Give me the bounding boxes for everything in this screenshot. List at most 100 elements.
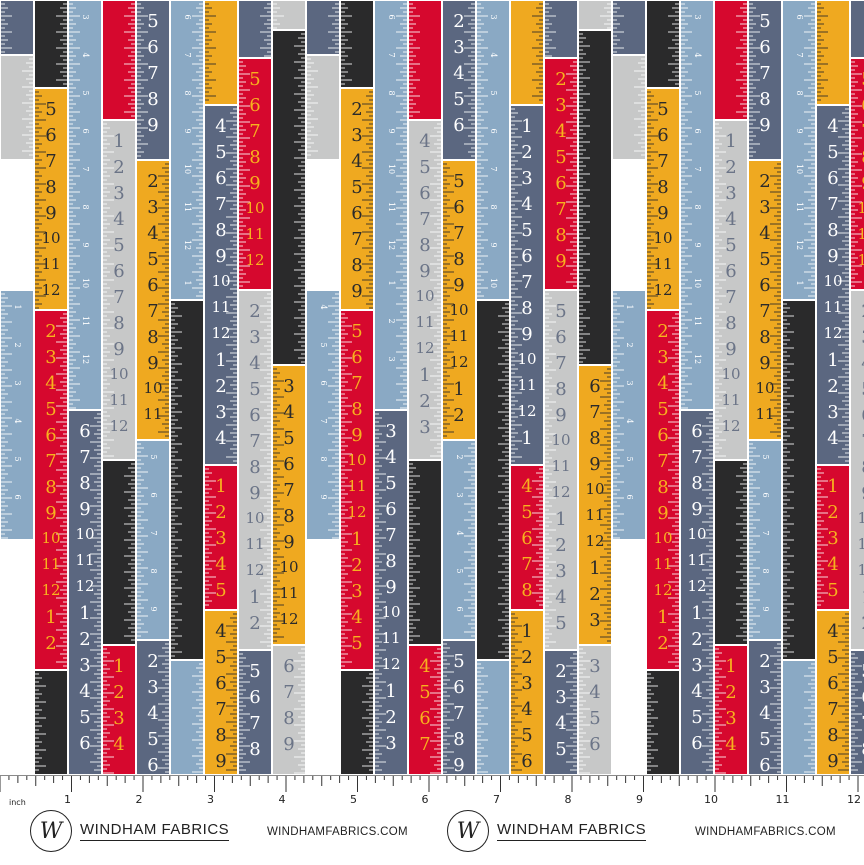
ruler-number: 4	[725, 734, 737, 755]
ruler-number: 7	[387, 52, 396, 58]
ruler-piece: 5 6 7 8 9 10 11 12 1 2 3 4 5	[341, 311, 373, 669]
ruler-number: 7	[249, 121, 261, 142]
ruler-number: 11	[75, 551, 95, 569]
ruler-piece: 4 5 6 7 8 9	[307, 291, 339, 539]
ruler-number: 8	[249, 457, 261, 478]
ruler-number: 1	[827, 350, 839, 371]
ruler-column: 4 5 6 7 8 9	[306, 0, 340, 775]
ruler-number: 4	[79, 681, 91, 702]
ruler-number: 6	[851, 689, 864, 707]
ruler-number: 5	[81, 90, 90, 96]
ruler-piece: 3 4 5 6 7 8 9 10 11 12 1 2 3	[375, 411, 407, 774]
ruler-piece: 1 2 3 4	[715, 646, 747, 774]
ruler-number: 8	[149, 568, 158, 574]
ruler-number: 2	[215, 502, 227, 523]
ruler-number: 2	[13, 342, 22, 348]
ruler-number: 1	[453, 379, 465, 400]
ruler-column: 3 4 5 6 7 8 9 10 11 12 6 7 8 9 10 11 12 1 2 3 4 5 6	[680, 0, 714, 775]
ruler-number: 8	[555, 379, 567, 400]
ruler-column: 5 6 7 8 9 10 11 12 2 3 4 5 6 7 8 9 10 11 12 1 2	[646, 0, 680, 775]
ruler-number: 4	[555, 121, 567, 142]
ruler-number: 8	[419, 235, 431, 256]
ruler-piece: 5 6 7 8 9	[137, 441, 169, 639]
ruler-number: 3	[249, 327, 261, 348]
ruler-number: 5	[147, 249, 159, 270]
ruler-ticks	[69, 3, 80, 409]
ruler-number: 2	[827, 502, 839, 523]
ruler-ticks	[205, 468, 216, 606]
ruler-unit-label: inch	[9, 798, 26, 807]
ruler-ticks	[851, 61, 862, 287]
website-text: WINDHAMFABRICS.COM	[695, 826, 836, 838]
ruler-piece: 6 7 8 9 10 11 12 1	[783, 1, 815, 299]
ruler-number: 7	[657, 451, 669, 472]
ruler-number: 6	[851, 97, 864, 115]
ruler-ticks	[260, 3, 271, 57]
ruler-ticks	[409, 463, 420, 641]
ruler-number: 3	[385, 421, 397, 442]
ruler-number: 2	[827, 376, 839, 397]
ruler-number: 5	[351, 177, 363, 198]
ruler-number: 8	[113, 313, 125, 334]
ruler-number: 12	[381, 655, 401, 673]
ruler-number: 7	[555, 199, 567, 220]
ruler-number: 4	[81, 52, 90, 58]
ruler-ticks	[647, 673, 658, 771]
ruler-number: 2	[691, 629, 703, 650]
ruler-ticks	[294, 33, 305, 363]
ruler-number: 4	[759, 703, 771, 724]
ruler-number: 8	[45, 177, 57, 198]
ruler-number: 5	[555, 613, 567, 634]
ruler-number: 4	[589, 682, 601, 703]
ruler-ticks	[498, 303, 509, 657]
ruler-number: 7	[759, 63, 771, 84]
ruler-ticks	[409, 3, 420, 117]
website-text: WINDHAMFABRICS.COM	[267, 826, 408, 838]
ruler-number: 5	[489, 90, 498, 96]
ruler-number: 4	[455, 530, 464, 536]
ruler-number: 6	[419, 183, 431, 204]
ruler-number: 8	[351, 399, 363, 420]
ruler-ticks	[647, 91, 658, 309]
ruler-piece: 3 4 5 6 7 8 9 10	[477, 1, 509, 299]
ruler-ticks	[294, 648, 305, 774]
ruler-number: 4	[851, 355, 864, 373]
ruler-number: 8	[249, 739, 261, 760]
ruler-ticks	[341, 3, 352, 85]
ruler-number: 4	[113, 209, 125, 230]
ruler-column: 1 2 3 4 5 6 7 8 9 10 11 12 1 2 3 4	[102, 0, 136, 775]
ruler-number: 9	[453, 275, 465, 296]
ruler-ticks	[443, 643, 454, 773]
ruler-column: 3 4 5 6 7 8 9 10 11 12 6 7 8 9 10 11 12 1 2 3 4 5 6	[68, 0, 102, 775]
ruler-ticks	[56, 3, 67, 85]
ruler-number: 2	[455, 454, 464, 460]
ruler-number: 5	[555, 739, 567, 760]
ruler-number: 6	[625, 494, 634, 500]
ruler-number: 12	[109, 417, 129, 435]
ruler-number: 1	[249, 587, 261, 608]
ruler-piece: 1 2 3 4 5 6	[1, 291, 33, 539]
ruler-ticks	[124, 463, 135, 641]
ruler-piece	[613, 56, 645, 159]
ruler-number: 1	[183, 280, 192, 286]
ruler-number: 3	[759, 677, 771, 698]
ruler-ticks	[375, 413, 386, 771]
ruler-number: 3	[113, 183, 125, 204]
ruler-number: 8	[385, 551, 397, 572]
ruler-number: 9	[147, 353, 159, 374]
ruler-number: 3	[385, 733, 397, 754]
ruler-number: 6	[759, 37, 771, 58]
ruler-number: 3	[827, 528, 839, 549]
ruler-number: 9	[81, 242, 90, 248]
ruler-number: 11	[245, 225, 265, 243]
ruler-piece	[205, 1, 237, 104]
ruler-number: 12	[823, 324, 843, 342]
ruler-number: 5	[827, 142, 839, 163]
ruler-number: 9	[45, 503, 57, 524]
ruler-number: 12	[693, 353, 702, 365]
ruler-piece: 4 5 6 7 8 9 10 11 12 1 2 3	[409, 121, 441, 459]
ruler-number: 6	[589, 734, 601, 755]
ruler-number: 7	[851, 715, 864, 733]
measuring-ruler	[0, 776, 859, 792]
